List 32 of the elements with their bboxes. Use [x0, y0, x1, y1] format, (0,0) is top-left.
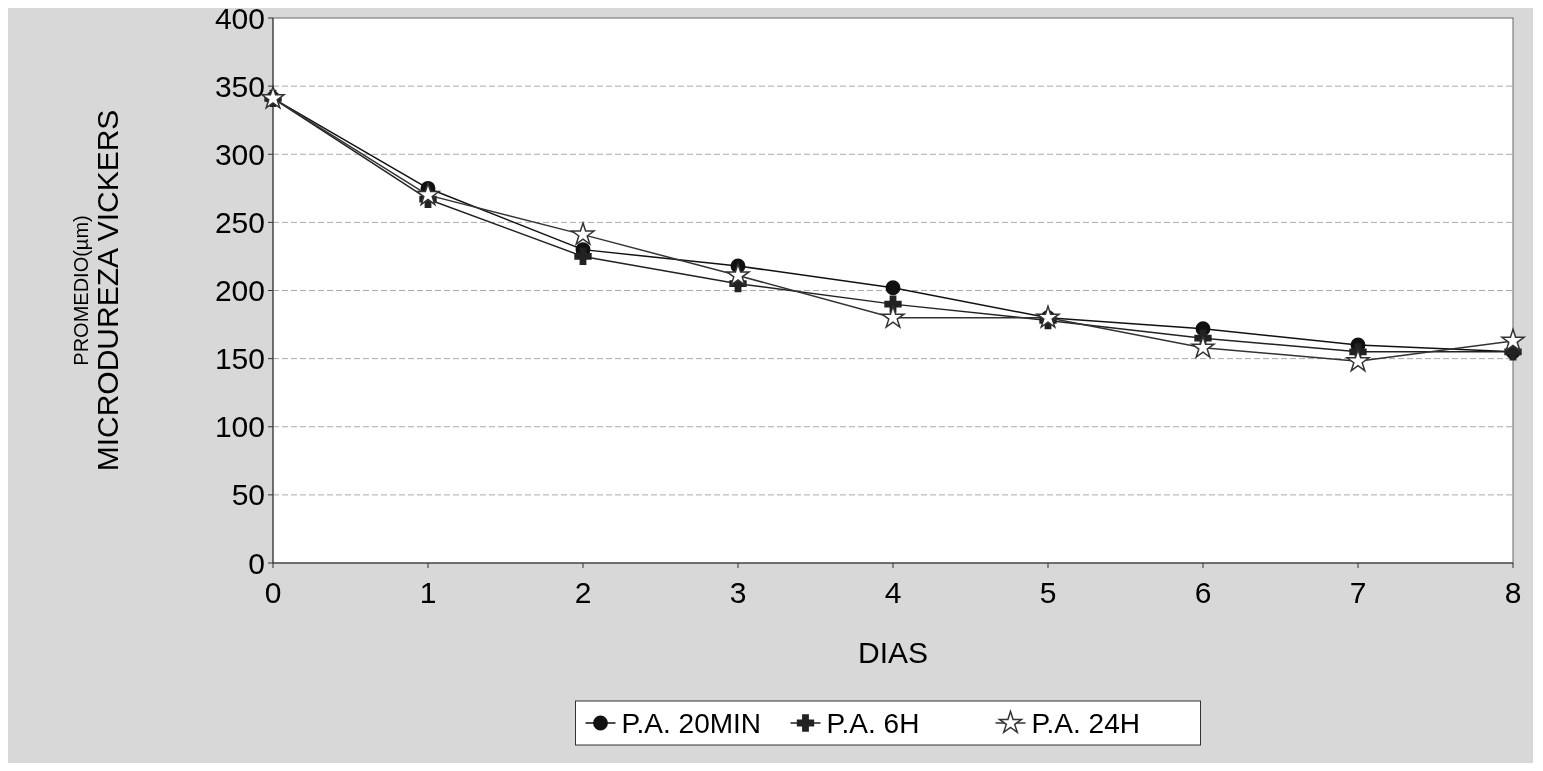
- point: [574, 247, 592, 266]
- x-tick-label: 2: [574, 576, 592, 609]
- point: [1191, 335, 1215, 358]
- y-tick-label: 300: [214, 137, 265, 171]
- y-tick-label: 0: [248, 546, 265, 580]
- x-axis-title: DIAS: [857, 636, 929, 669]
- x-tick-label: 8: [1504, 576, 1522, 609]
- y-tick-label: 200: [214, 274, 265, 307]
- y-tick-label: 50: [231, 478, 265, 512]
- x-tick-label: 7: [1349, 576, 1367, 609]
- point: [1346, 349, 1370, 372]
- point: [1036, 305, 1060, 328]
- point: [885, 280, 901, 296]
- y-tick-label: 350: [214, 69, 265, 103]
- point: [416, 182, 440, 206]
- point: [1501, 328, 1525, 352]
- x-tick-label: 3: [729, 576, 747, 609]
- legend-label: P.A. 20MIN: [621, 707, 762, 739]
- x-tick-label: 1: [419, 576, 437, 609]
- x-tick-label: 4: [884, 576, 902, 609]
- y-axis-title: PROMEDIO(µm) MICRODUREZA VICKERS: [70, 109, 124, 472]
- point: [571, 222, 595, 245]
- y-tick-label: 250: [214, 205, 265, 239]
- y-tick-label: 400: [214, 1, 265, 35]
- x-tick-label: 5: [1039, 576, 1057, 609]
- legend-label: P.A. 6H: [826, 707, 920, 739]
- point: [881, 305, 905, 328]
- legend-label: P.A. 24H: [1031, 707, 1140, 739]
- y-tick-label: 100: [214, 410, 265, 444]
- point: [726, 263, 750, 286]
- y-tick-label: 150: [214, 342, 265, 376]
- x-tick-label: 6: [1194, 576, 1212, 609]
